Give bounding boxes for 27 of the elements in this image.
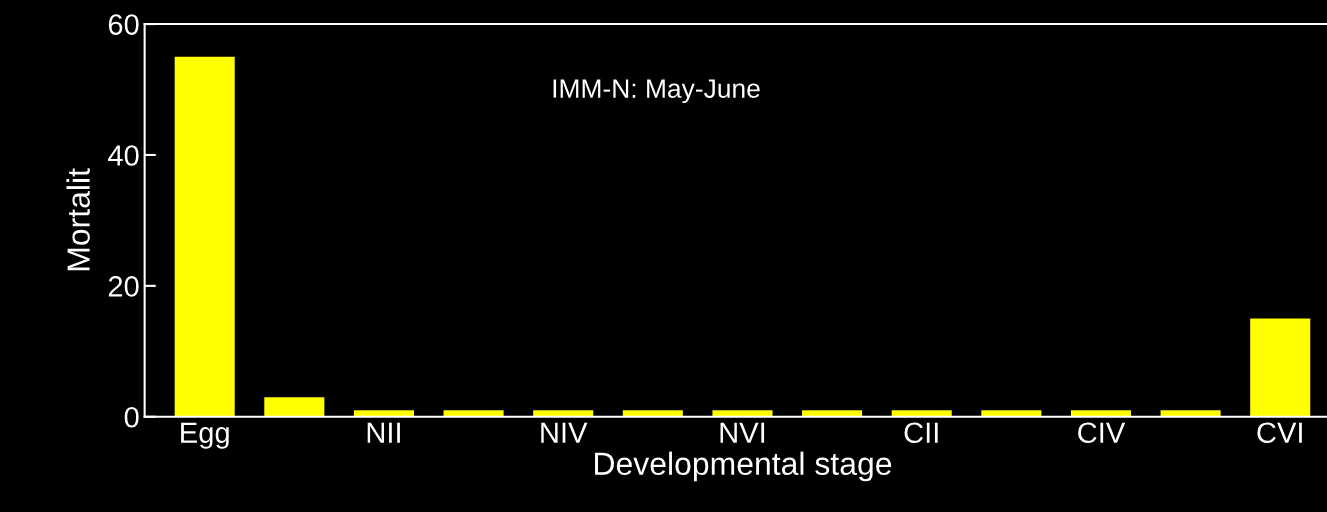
bar xyxy=(622,410,683,417)
y-tick-label: 20 xyxy=(108,276,139,297)
bar xyxy=(353,410,414,417)
y-tick-label: 40 xyxy=(108,145,139,166)
bar xyxy=(1160,410,1221,417)
bar xyxy=(712,410,773,417)
bar xyxy=(533,410,594,417)
bar xyxy=(1250,318,1311,417)
bar xyxy=(802,410,863,417)
y-tick-label: 0 xyxy=(124,406,139,428)
x-tick-label: NVI xyxy=(720,422,765,443)
annotation: IMM-N: May-June xyxy=(553,79,760,104)
x-tick-label: CIV xyxy=(1078,422,1126,444)
x-axis-title: Developmental stage xyxy=(595,451,892,482)
bar xyxy=(174,56,235,417)
bar xyxy=(1070,410,1131,417)
x-tick-label: Egg xyxy=(181,422,229,449)
x-tick-label: NII xyxy=(367,422,400,443)
x-tick-label: CII xyxy=(904,422,938,444)
bar xyxy=(891,410,952,417)
bar xyxy=(264,397,325,417)
y-tick-label: 60 xyxy=(108,14,139,35)
x-tick-label: NIV xyxy=(541,422,588,443)
x-tick-label: CVI xyxy=(1257,422,1302,444)
bar xyxy=(981,410,1042,417)
bar xyxy=(443,410,504,417)
y-axis-title: Mortalit xyxy=(66,168,90,271)
